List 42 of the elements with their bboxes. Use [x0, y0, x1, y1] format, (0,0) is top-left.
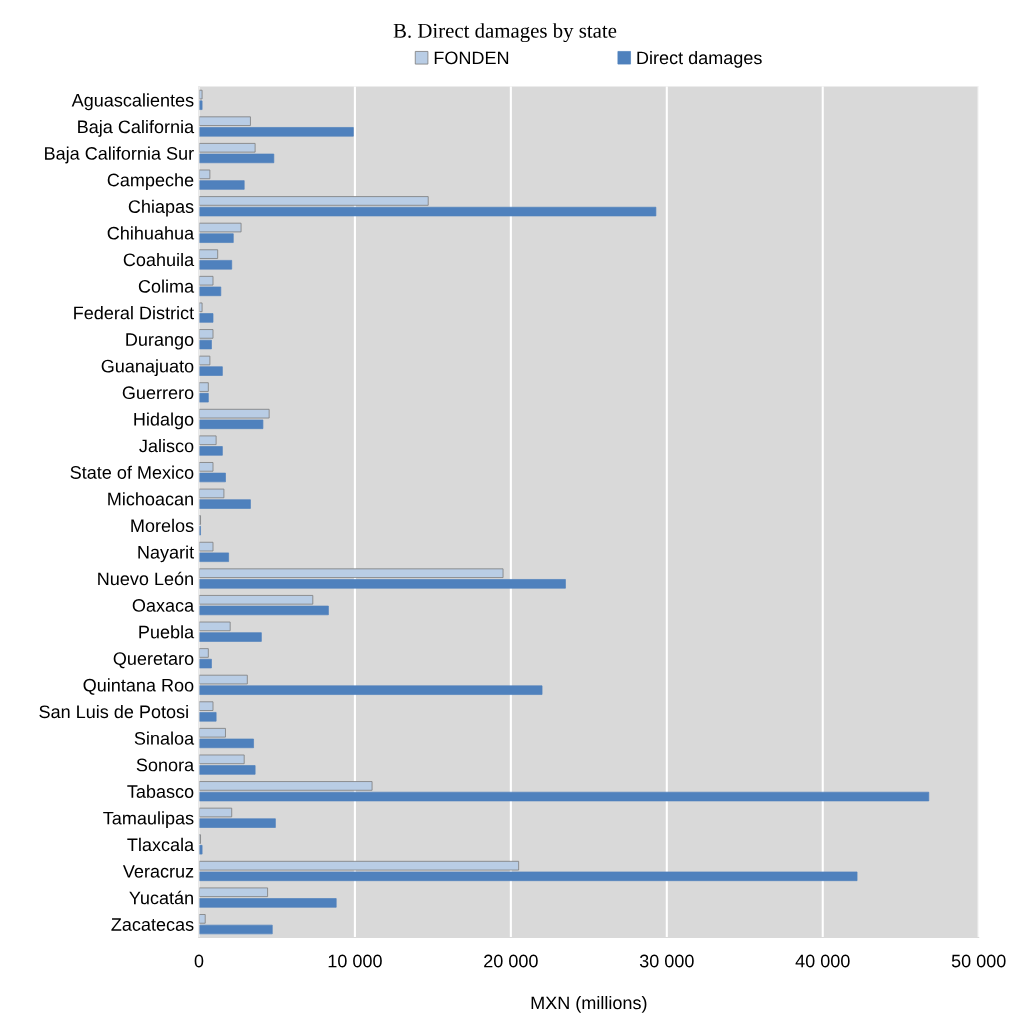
y-tick-label: Puebla	[139, 625, 195, 639]
y-tick-label: Zacatecas	[111, 918, 194, 931]
y-tick-label: Tlaxcala	[127, 837, 195, 852]
y-tick-label: Michoacan	[108, 492, 193, 506]
y-tick-label: Nuevo León	[98, 571, 193, 586]
y-tick-label: Yucatán	[129, 890, 193, 905]
y-tick-label: Tamaulipas	[103, 811, 194, 829]
y-tick-label: Chihuahua	[107, 226, 195, 240]
y-tick-label: Baja California	[78, 119, 195, 137]
y-tick-label: Guanajuato	[101, 359, 194, 377]
y-tick-label: Sonora	[136, 758, 195, 772]
y-tick-label: Colima	[138, 279, 195, 293]
chart-title: B. Direct damages by state	[393, 23, 617, 43]
y-tick-label: Quintana Roo	[83, 678, 194, 695]
x-tick-label: 0	[194, 954, 204, 968]
y-tick-label: Coahuila	[123, 252, 195, 267]
x-tick-label: 30 000	[639, 954, 694, 968]
y-tick-label: Oaxaca	[132, 599, 195, 612]
x-axis-title: MXN (millions)	[531, 995, 647, 1013]
y-tick-label: Aguascalientes	[71, 93, 194, 111]
y-tick-label: Morelos	[131, 518, 194, 533]
y-tick-label: State of Mexico	[70, 465, 194, 479]
y-tick-label: Sinaloa	[134, 731, 195, 745]
x-tick-label: 50 000	[951, 954, 1006, 968]
y-tick-label: Tabasco	[127, 784, 194, 798]
y-tick-label: Hidalgo	[134, 412, 194, 430]
y-tick-label: Chiapas	[128, 199, 194, 217]
y-tick-label: Baja California Sur	[45, 146, 194, 164]
x-tick-label: 10 000	[328, 954, 382, 968]
y-tick-label: Durango	[126, 333, 194, 350]
x-tick-label: 40 000	[795, 954, 850, 968]
y-tick-label: Campeche	[107, 173, 194, 190]
legend-label: FONDEN	[434, 51, 509, 65]
y-tick-label: Federal District	[74, 306, 194, 320]
x-tick-label: 20 000	[484, 954, 538, 968]
y-tick-label: Veracruz	[122, 865, 194, 878]
y-tick-label: Guerrero	[122, 386, 194, 400]
legend-label: Direct damages	[637, 50, 762, 68]
y-tick-label: Nayarit	[138, 545, 194, 563]
y-tick-label: Jalisco	[139, 439, 194, 453]
y-tick-label: Queretaro	[113, 652, 194, 669]
y-tick-label: San Luis de Potosi	[39, 704, 188, 719]
